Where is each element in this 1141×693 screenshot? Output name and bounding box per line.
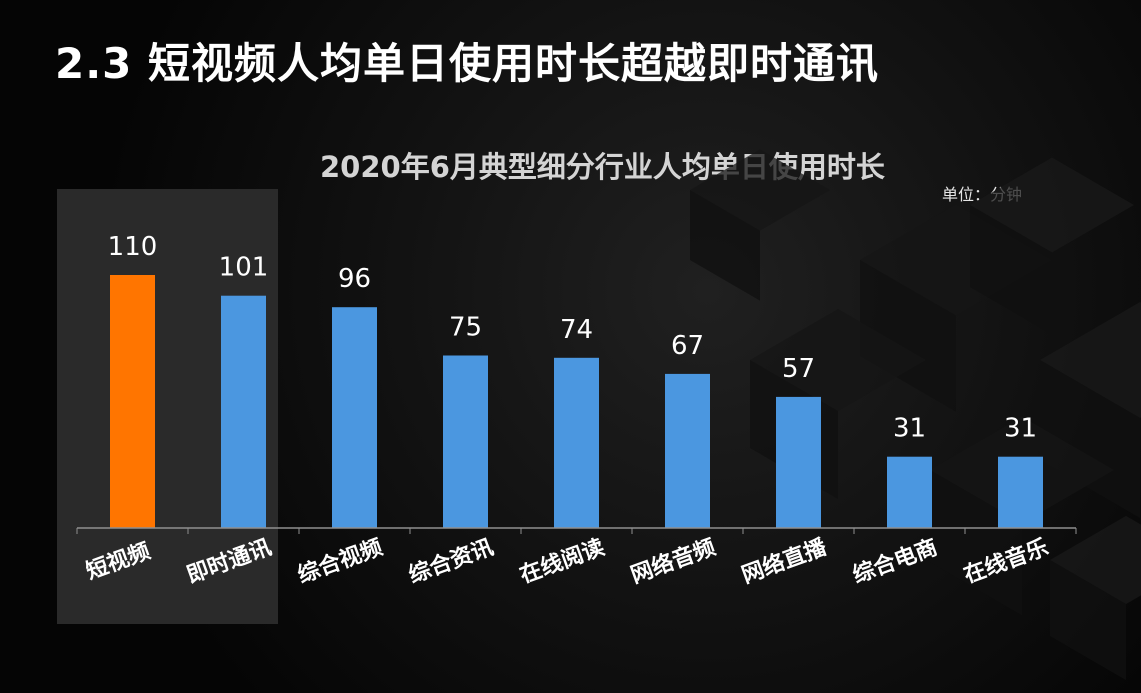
category-label-8: 综合电商	[849, 534, 941, 589]
background-cubes	[690, 149, 1141, 681]
value-label-8: 31	[893, 414, 926, 444]
bars-layer	[110, 275, 1043, 528]
bar-4	[443, 355, 488, 528]
bar-8	[887, 456, 932, 528]
bar-9	[998, 456, 1043, 528]
bar-5	[554, 357, 599, 528]
bar-6	[665, 373, 710, 528]
axis-layer	[76, 527, 1077, 534]
background-cube-side	[1050, 560, 1126, 681]
background-cube-top	[1050, 515, 1141, 605]
category-label-3: 综合视频	[294, 534, 386, 589]
bar-7	[776, 396, 821, 528]
value-label-3: 96	[338, 264, 371, 294]
bar-2	[221, 295, 266, 528]
category-label-7: 网络直播	[738, 534, 831, 589]
background-cube-side	[690, 190, 760, 301]
value-label-2: 101	[219, 253, 269, 283]
background-cube-side	[1040, 360, 1140, 518]
category-label-6: 网络音频	[627, 534, 719, 589]
background-cube-side	[970, 205, 1052, 335]
value-label-4: 75	[449, 313, 482, 343]
background-cube-top	[1040, 302, 1141, 418]
value-label-9: 31	[1004, 414, 1037, 444]
value-label-1: 110	[108, 232, 158, 262]
category-label-4: 综合资讯	[405, 534, 497, 589]
value-label-6: 67	[671, 331, 704, 361]
category-label-5: 在线阅读	[516, 534, 608, 589]
bar-1	[110, 275, 155, 528]
background-cube-top	[750, 308, 926, 412]
slide-title: 2.3 短视频人均单日使用时长超越即时通讯	[55, 39, 880, 88]
value-label-7: 57	[782, 354, 815, 384]
bar-3	[332, 307, 377, 528]
background-cube-side	[860, 260, 956, 412]
value-label-5: 74	[560, 315, 593, 345]
background-cube-side	[930, 470, 1022, 616]
